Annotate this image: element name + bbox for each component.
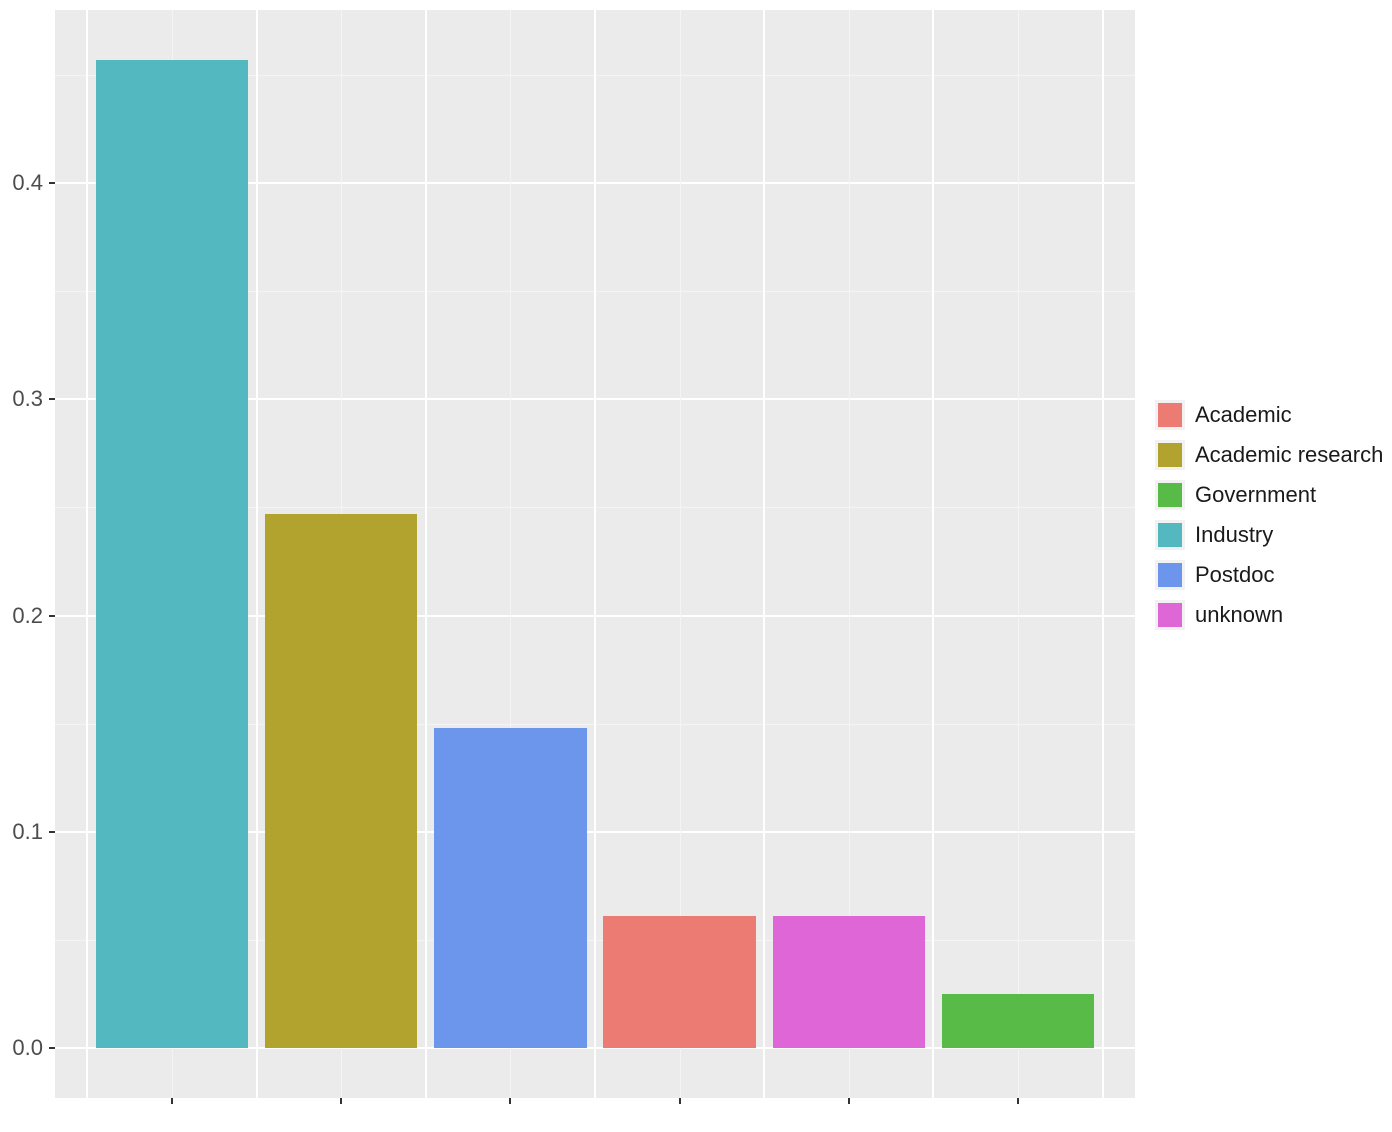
- y-tick-mark: [49, 398, 55, 400]
- legend-item: Academic: [1155, 400, 1383, 430]
- bar-government: [942, 994, 1094, 1048]
- legend-swatch-color: [1158, 603, 1182, 627]
- bar-industry: [96, 60, 248, 1049]
- legend-item: Government: [1155, 480, 1383, 510]
- y-tick-mark: [49, 831, 55, 833]
- gridline-v-major: [594, 10, 596, 1098]
- gridline-v-major: [763, 10, 765, 1098]
- legend-swatch: [1155, 600, 1185, 630]
- gridline-v-major: [425, 10, 427, 1098]
- legend-label: Academic research: [1195, 442, 1383, 468]
- y-tick-mark: [49, 182, 55, 184]
- gridline-v-major: [256, 10, 258, 1098]
- legend: Academic Academic research Government Indus…: [1155, 400, 1383, 630]
- legend-item: Academic research: [1155, 440, 1383, 470]
- y-tick-label: 0.2: [0, 603, 43, 629]
- legend-swatch-color: [1158, 563, 1182, 587]
- legend-item: Industry: [1155, 520, 1383, 550]
- y-tick-label: 0.1: [0, 819, 43, 845]
- bar-academic: [603, 916, 755, 1048]
- x-tick-mark: [1017, 1098, 1019, 1104]
- legend-label: Academic: [1195, 402, 1292, 428]
- legend-label: Industry: [1195, 522, 1273, 548]
- bar-unknown: [773, 916, 925, 1048]
- x-tick-mark: [848, 1098, 850, 1104]
- legend-item: Postdoc: [1155, 560, 1383, 590]
- y-tick-label: 0.3: [0, 386, 43, 412]
- plot-area: [55, 10, 1135, 1098]
- legend-label: Government: [1195, 482, 1316, 508]
- legend-swatch-color: [1158, 523, 1182, 547]
- y-tick-mark: [49, 615, 55, 617]
- legend-swatch-color: [1158, 403, 1182, 427]
- legend-swatch: [1155, 520, 1185, 550]
- legend-swatch-color: [1158, 483, 1182, 507]
- legend-swatch: [1155, 560, 1185, 590]
- y-tick-label: 0.0: [0, 1035, 43, 1061]
- bar-academic-research: [265, 514, 417, 1048]
- x-tick-mark: [340, 1098, 342, 1104]
- y-tick-label: 0.4: [0, 170, 43, 196]
- legend-swatch: [1155, 400, 1185, 430]
- bar-postdoc: [434, 728, 586, 1048]
- x-tick-mark: [679, 1098, 681, 1104]
- x-tick-mark: [509, 1098, 511, 1104]
- chart-container: 0.0 0.1 0.2 0.3 0.4 Academic Academic researc…: [0, 0, 1392, 1132]
- gridline-v-major: [932, 10, 934, 1098]
- x-tick-mark: [171, 1098, 173, 1104]
- legend-swatch-color: [1158, 443, 1182, 467]
- gridline-v-major: [1102, 10, 1104, 1098]
- legend-label: unknown: [1195, 602, 1283, 628]
- gridline-v-minor: [1018, 10, 1019, 1098]
- legend-swatch: [1155, 440, 1185, 470]
- legend-label: Postdoc: [1195, 562, 1275, 588]
- y-tick-mark: [49, 1047, 55, 1049]
- gridline-v-major: [86, 10, 88, 1098]
- legend-swatch: [1155, 480, 1185, 510]
- legend-item: unknown: [1155, 600, 1383, 630]
